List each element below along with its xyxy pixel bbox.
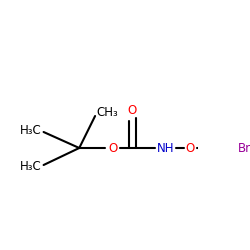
Text: CH₃: CH₃ [97,106,118,120]
Text: O: O [108,142,117,154]
Text: O: O [128,104,137,118]
Text: Br: Br [238,142,250,154]
Text: H₃C: H₃C [20,124,41,136]
Text: NH: NH [157,142,174,154]
Text: H₃C: H₃C [20,160,41,172]
Text: O: O [186,142,195,154]
